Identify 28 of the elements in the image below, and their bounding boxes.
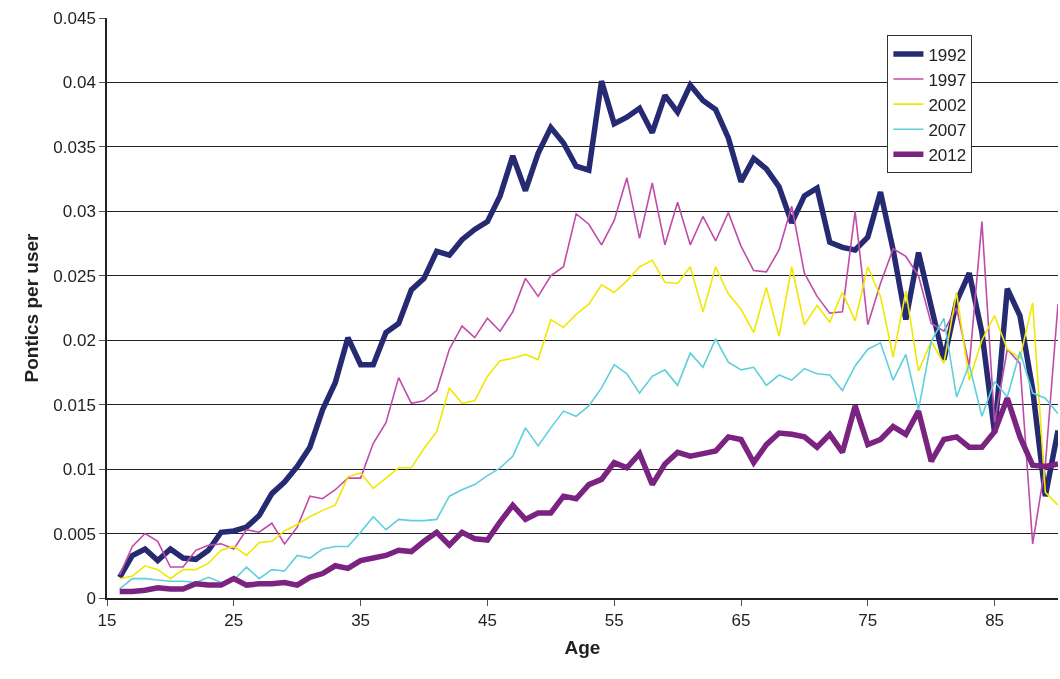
y-tick-label: 0.035 <box>53 137 96 157</box>
y-axis-title: Pontics per user <box>20 232 42 383</box>
y-tick-label: 0.015 <box>53 395 96 415</box>
legend-label: 1992 <box>928 45 967 65</box>
line-series <box>118 259 1058 580</box>
x-tick-label: 75 <box>858 611 878 631</box>
legend-label: 2012 <box>928 145 967 165</box>
legend-label: 2002 <box>928 95 967 115</box>
x-tick-label: 65 <box>731 611 751 631</box>
legend-label: 2007 <box>928 120 967 140</box>
x-tick-label: 85 <box>985 611 1005 631</box>
x-axis-title: Age <box>564 637 601 659</box>
x-tick-label: 35 <box>351 611 371 631</box>
y-tick-label: 0.045 <box>53 8 96 28</box>
x-tick-label: 15 <box>97 611 117 631</box>
x-tick-label: 45 <box>477 611 497 631</box>
line-series <box>118 317 1058 590</box>
y-tick-label: 0.005 <box>53 524 96 544</box>
y-tick-label: 0.025 <box>53 266 96 286</box>
y-tick-label: 0.04 <box>62 73 96 93</box>
legend-label: 1997 <box>928 70 967 90</box>
x-tick-label: 55 <box>604 611 624 631</box>
y-tick-label: 0.01 <box>62 460 96 480</box>
y-tick-label: 0 <box>86 588 96 608</box>
x-tick-label: 25 <box>224 611 244 631</box>
line-series <box>118 177 1058 576</box>
y-tick-label: 0.03 <box>62 202 96 222</box>
y-tick-label: 0.02 <box>62 331 96 351</box>
